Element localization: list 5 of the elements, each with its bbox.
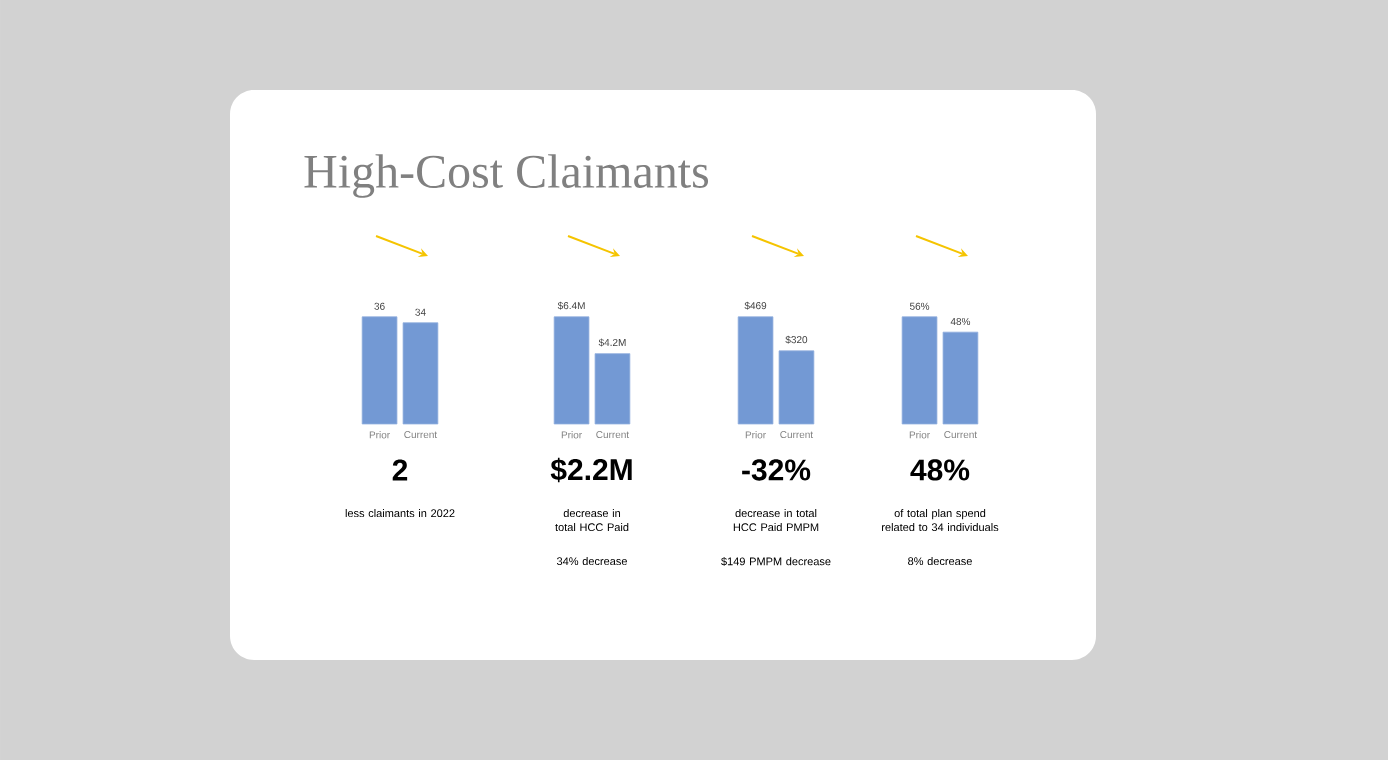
chart-title: High-Cost Claimants [304,154,709,198]
text: -32% [742,459,811,481]
text: $2.2M [550,457,632,483]
text: 48% [910,459,970,481]
text: 2 [392,459,408,481]
